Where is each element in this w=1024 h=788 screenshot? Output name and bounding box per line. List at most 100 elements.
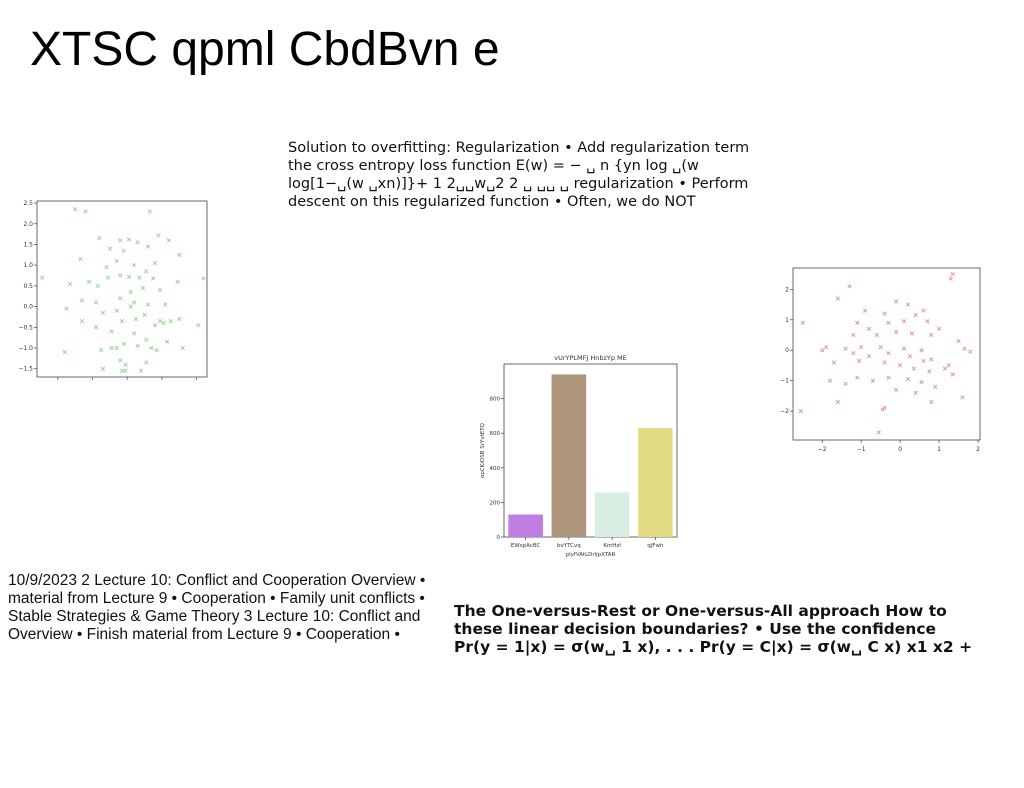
point-stroke: [78, 256, 83, 262]
data-point: [151, 276, 156, 281]
y-tick-label: 0.5: [23, 283, 33, 290]
data-point: [40, 275, 45, 280]
point-stroke: [882, 360, 887, 365]
point-stroke: [907, 354, 912, 359]
data-point: [820, 348, 825, 353]
point-stroke: [929, 332, 934, 338]
data-point: [93, 300, 99, 305]
data-point: [78, 256, 83, 262]
point-stroke: [921, 308, 926, 313]
point-stroke: [126, 237, 132, 242]
point-stroke: [114, 345, 119, 351]
data-point: [894, 299, 899, 304]
data-point: [109, 329, 114, 334]
data-point: [882, 311, 887, 316]
data-point: [950, 271, 955, 277]
point-stroke: [855, 375, 860, 380]
y-tick-label: 800: [490, 397, 501, 403]
data-point: [177, 252, 182, 257]
data-point: [921, 358, 926, 363]
point-stroke: [83, 209, 88, 214]
point-stroke: [798, 408, 803, 414]
data-point: [114, 258, 119, 264]
y-tick-label: −2: [780, 408, 789, 415]
pink-scatter-chart: −2 −1 0 1 2 −2 −1 0 1 2: [768, 264, 988, 454]
x-tick-label: −1: [857, 446, 866, 453]
page-title: XTSC qpml CbdBvn e: [30, 23, 500, 76]
data-point: [158, 287, 163, 293]
point-stroke: [107, 246, 112, 251]
point-stroke: [163, 302, 168, 307]
text-line: Solution to overfitting: Regularization …: [288, 140, 750, 156]
point-stroke: [147, 209, 152, 214]
x-tick-label: EWspAcBC: [511, 543, 541, 549]
data-point: [67, 281, 73, 286]
y-tick-label: 0: [497, 535, 501, 541]
point-stroke: [145, 302, 151, 307]
point-stroke: [106, 275, 111, 280]
data-point: [145, 244, 151, 249]
text-line: descent on this regularized function • O…: [288, 194, 696, 210]
y-tick-label: 2.5: [23, 200, 33, 207]
data-point: [876, 430, 881, 435]
point-stroke: [100, 366, 106, 371]
point-stroke: [921, 358, 926, 363]
data-point: [960, 395, 965, 400]
point-stroke: [882, 311, 887, 316]
point-stroke: [180, 345, 185, 351]
plot-frame: [792, 267, 981, 441]
point-stroke: [67, 281, 73, 286]
point-stroke: [936, 326, 942, 332]
data-point: [878, 345, 883, 350]
point-stroke: [121, 248, 126, 253]
data-point: [905, 376, 911, 382]
data-point: [962, 346, 967, 351]
data-point: [929, 399, 934, 405]
point-stroke: [99, 347, 104, 353]
point-stroke: [843, 346, 848, 351]
data-point: [118, 296, 123, 301]
point-stroke: [133, 316, 138, 322]
point-stroke: [968, 349, 973, 354]
data-point: [800, 320, 805, 325]
point-stroke: [870, 378, 875, 383]
data-point: [161, 321, 166, 326]
point-stroke: [109, 329, 114, 334]
point-stroke: [800, 320, 805, 325]
x-tick-label: 1: [937, 446, 941, 453]
data-point: [79, 298, 85, 303]
point-stroke: [882, 405, 887, 411]
data-point: [142, 312, 147, 318]
point-stroke: [886, 375, 891, 380]
one-vs-rest-text-block: The One-versus-Rest or One-versus-All ap…: [454, 602, 1024, 656]
point-stroke: [62, 350, 67, 355]
point-stroke: [123, 368, 128, 373]
data-point: [121, 341, 126, 346]
point-stroke: [126, 274, 132, 279]
point-stroke: [942, 366, 948, 371]
data-point: [886, 320, 891, 325]
point-stroke: [128, 289, 133, 295]
point-stroke: [118, 358, 123, 363]
data-point: [138, 368, 144, 373]
data-point: [851, 332, 856, 338]
point-stroke: [823, 345, 829, 350]
data-point: [114, 308, 119, 313]
point-stroke: [913, 390, 918, 395]
data-point: [894, 329, 899, 335]
text-line: Pr(y = 1|x) = σ(w␣ 1 x), . . . Pr(y = C|…: [454, 638, 973, 656]
point-stroke: [894, 299, 899, 304]
y-tick-label: −1.5: [18, 366, 33, 373]
y-tick-label: 1: [785, 317, 789, 324]
data-point: [83, 209, 88, 214]
point-stroke: [151, 276, 156, 281]
data-point: [86, 279, 92, 284]
data-point: [133, 316, 138, 322]
point-stroke: [156, 233, 161, 238]
data-point: [140, 285, 145, 291]
data-point: [144, 269, 149, 274]
text-line: Overview • Finish material from Lecture …: [8, 626, 400, 643]
point-stroke: [135, 240, 140, 245]
data-point: [107, 246, 112, 251]
